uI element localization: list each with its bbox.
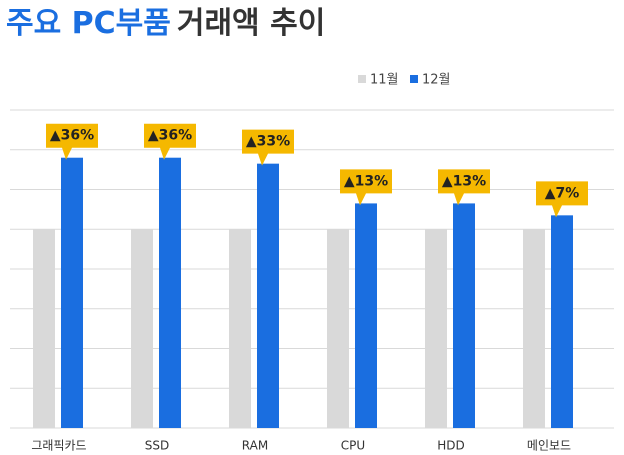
bar: [61, 157, 83, 428]
title-part: 주요 PC부품: [6, 6, 171, 41]
bar: [453, 203, 475, 428]
chart-title: 주요 PC부품 거래액 추이: [6, 6, 325, 41]
legend-swatch: [410, 75, 418, 83]
annotation: ▲36%: [50, 128, 94, 144]
legend-label: 11월: [370, 73, 399, 88]
bar: [327, 229, 349, 428]
bar: [551, 215, 573, 428]
bar: [131, 229, 153, 428]
x-tick-label: SSD: [145, 439, 169, 453]
callout: [144, 123, 196, 160]
bar: [523, 229, 545, 428]
x-tick-label: CPU: [341, 439, 365, 453]
callout: [242, 129, 294, 166]
annotation: ▲36%: [148, 128, 192, 144]
x-tick-label: HDD: [437, 439, 465, 453]
bar: [355, 203, 377, 428]
callout: [46, 123, 98, 160]
annotation: ▲33%: [246, 134, 290, 150]
bar: [159, 157, 181, 428]
x-tick-label: 메인보드: [527, 439, 571, 453]
bar: [257, 163, 279, 428]
bar: [229, 229, 251, 428]
annotation: ▲7%: [545, 185, 580, 201]
bar: [425, 229, 447, 428]
x-tick-label: RAM: [242, 439, 268, 453]
title-part: 거래액 추이: [177, 6, 325, 41]
x-tick-label: 그래픽카드: [31, 439, 86, 453]
annotation: ▲13%: [344, 173, 388, 189]
annotation: ▲13%: [442, 173, 486, 189]
bar: [33, 229, 55, 428]
legend-swatch: [358, 75, 366, 83]
callout: [536, 181, 588, 218]
callout: [438, 169, 490, 206]
callout: [340, 169, 392, 206]
legend-label: 12월: [422, 73, 451, 88]
